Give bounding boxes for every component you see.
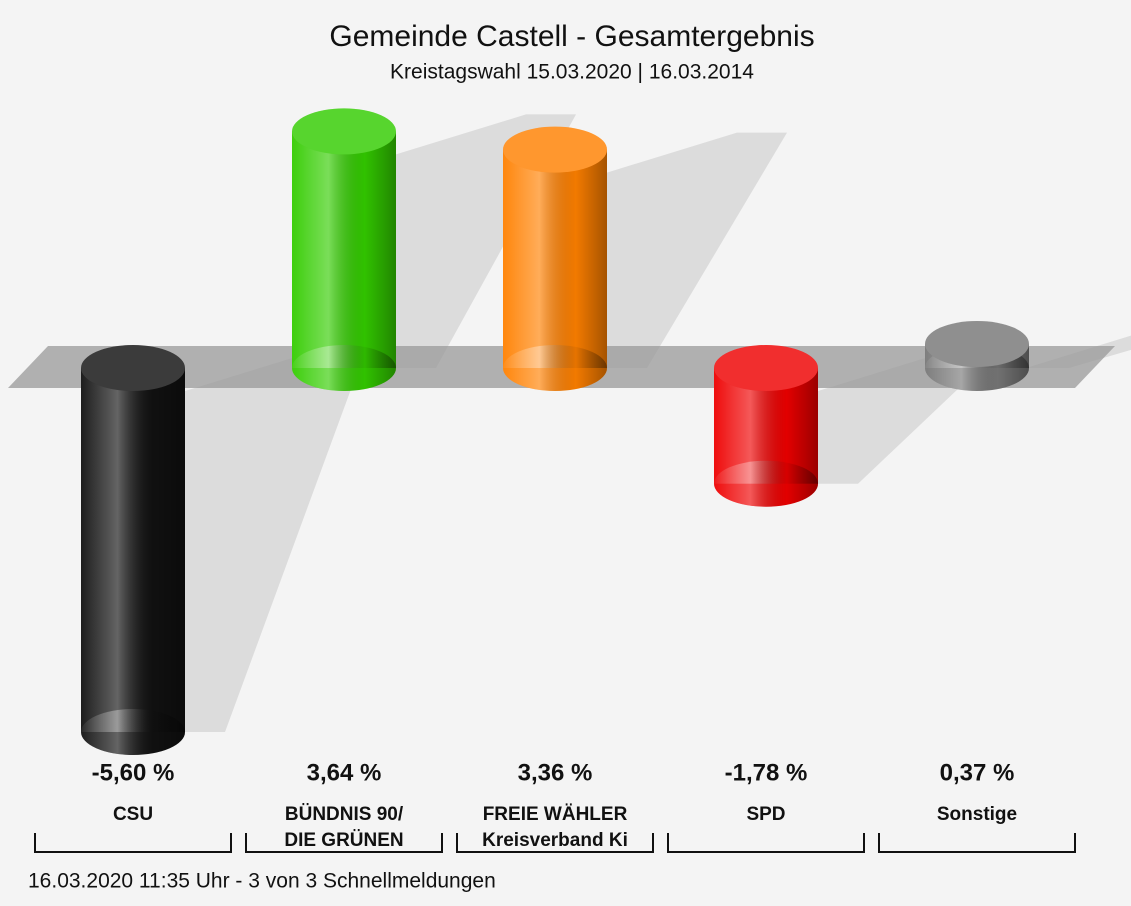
category-label: FREIE WÄHLER bbox=[483, 804, 628, 825]
bar-top-cap-light bbox=[81, 345, 185, 391]
value-label: 3,64 % bbox=[307, 759, 382, 786]
category-label: Sonstige bbox=[937, 804, 1017, 825]
bar-top-cap bbox=[81, 345, 185, 391]
value-label: 0,37 % bbox=[940, 759, 1015, 786]
chart-title: Gemeinde Castell - Gesamtergebnis bbox=[329, 20, 814, 53]
category-label: CSU bbox=[113, 804, 153, 825]
category-bracket bbox=[456, 833, 654, 853]
bar-shade bbox=[292, 131, 396, 368]
category-bracket bbox=[667, 833, 865, 853]
bar-top-cap-light bbox=[925, 320, 1029, 367]
bar-shadow bbox=[607, 132, 787, 368]
category-bracket bbox=[878, 833, 1076, 853]
bar-top-cap bbox=[925, 320, 1029, 367]
chart-subtitle: Kreistagswahl 15.03.2020 | 16.03.2014 bbox=[390, 61, 754, 84]
category-label: DIE GRÜNEN bbox=[284, 830, 403, 851]
value-label: 3,36 % bbox=[518, 759, 593, 786]
bar-top-cap-light bbox=[292, 108, 396, 155]
category-label: BÜNDNIS 90/ bbox=[285, 804, 404, 825]
bar-shadow bbox=[185, 351, 365, 732]
category-bracket bbox=[34, 833, 232, 853]
bar-shade bbox=[81, 368, 185, 732]
bar-top-cap-light bbox=[503, 126, 607, 173]
value-label: -1,78 % bbox=[725, 759, 808, 786]
bar-top-cap-light bbox=[714, 345, 818, 391]
bar-top-cap bbox=[714, 345, 818, 391]
value-label: -5,60 % bbox=[92, 759, 175, 786]
bars bbox=[81, 108, 1029, 755]
bar-top-cap bbox=[503, 126, 607, 173]
footer: 16.03.2020 11:35 Uhr - 3 von 3 Schnellme… bbox=[28, 870, 496, 893]
category-label: SPD bbox=[746, 804, 785, 825]
bar-top-cap bbox=[292, 108, 396, 155]
category-label: Kreisverband Ki bbox=[482, 830, 628, 851]
category-bracket bbox=[245, 833, 443, 853]
bar-shade bbox=[503, 149, 607, 368]
